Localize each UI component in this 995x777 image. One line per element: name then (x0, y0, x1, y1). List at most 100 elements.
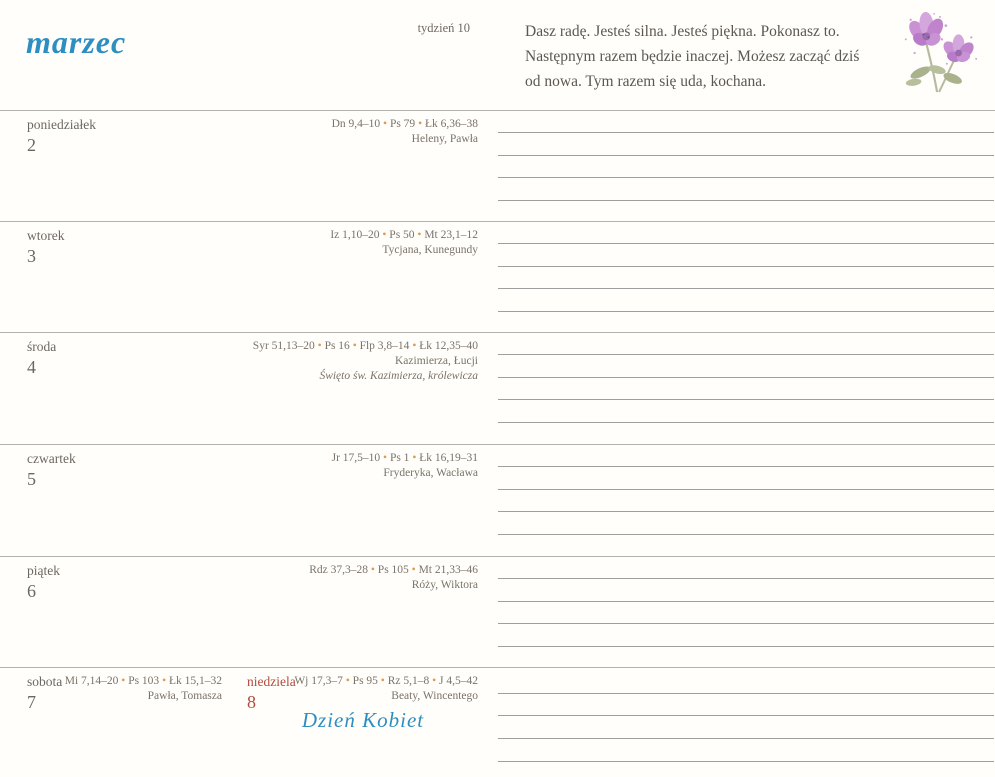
day-number: 8 (247, 692, 256, 712)
reading-separator-dot: • (412, 340, 417, 352)
reading-separator-dot: • (121, 675, 126, 687)
reading-separator-dot: • (432, 675, 437, 687)
day-header-sunday: niedziela 8 (247, 674, 296, 711)
reading-separator-dot: • (383, 118, 388, 130)
reading-separator-dot: • (412, 452, 417, 464)
day-row-tuesday: wtorek 3 Iz 1,10–20 • Ps 50 • Mt 23,1–12… (0, 221, 995, 332)
holiday-label: Dzień Kobiet (301, 708, 425, 732)
day-name: czwartek (27, 451, 76, 466)
reading-separator-dot: • (411, 564, 416, 576)
day-header: poniedziałek 2 (27, 117, 96, 154)
liturgical-readings: Syr 51,13–20 • Ps 16 • Flp 3,8–14 • Łk 1… (252, 340, 478, 352)
day-name: piątek (27, 563, 60, 578)
writing-line (498, 466, 994, 467)
writing-line (498, 715, 994, 716)
writing-line (498, 646, 994, 647)
writing-line (498, 738, 994, 739)
notes-area (498, 222, 994, 332)
writing-line (498, 422, 994, 423)
name-day-names: Heleny, Pawła (411, 133, 478, 145)
writing-line (498, 399, 994, 400)
day-row-wednesday: środa 4 Syr 51,13–20 • Ps 16 • Flp 3,8–1… (0, 332, 995, 444)
writing-line (498, 623, 994, 624)
liturgical-readings: Dn 9,4–10 • Ps 79 • Łk 6,36–38 (331, 118, 478, 130)
week-number-label: tydzień 10 (417, 21, 470, 35)
name-day-names: Fryderyka, Wacława (383, 467, 478, 479)
writing-line (498, 489, 994, 490)
day-number: 3 (27, 246, 36, 266)
day-header: czwartek 5 (27, 451, 76, 488)
name-day-names: Kazimierza, Łucji (394, 355, 478, 367)
day-number: 5 (27, 469, 36, 489)
notes-area (498, 668, 994, 777)
day-meta: Iz 1,10–20 • Ps 50 • Mt 23,1–12 Tycjana,… (330, 229, 478, 256)
day-meta: Jr 17,5–10 • Ps 1 • Łk 16,19–31 Fryderyk… (332, 452, 478, 479)
day-header-saturday: sobota 7 (27, 674, 62, 711)
liturgical-readings: Jr 17,5–10 • Ps 1 • Łk 16,19–31 (331, 452, 478, 464)
day-header: wtorek 3 (27, 228, 65, 265)
day-meta-saturday: Mi 7,14–20 • Ps 103 • Łk 15,1–32 Pawła, … (65, 675, 222, 702)
day-row-monday: poniedziałek 2 Dn 9,4–10 • Ps 79 • Łk 6,… (0, 110, 995, 221)
day-row-weekend: sobota 7 Mi 7,14–20 • Ps 103 • Łk 15,1–3… (0, 667, 995, 777)
motivational-quote: Dasz radę. Jesteś silna. Jesteś piękna. … (525, 23, 860, 90)
flower-illustration (904, 11, 978, 93)
day-name: niedziela (247, 674, 296, 689)
day-row-friday: piątek 6 Rdz 37,3–28 • Ps 105 • Mt 21,33… (0, 556, 995, 667)
day-number: 6 (27, 581, 36, 601)
writing-line (498, 177, 994, 178)
writing-line (498, 534, 994, 535)
day-number: 7 (27, 692, 36, 712)
name-day-names: Tycjana, Kunegundy (382, 244, 478, 256)
name-day-names: Pawła, Tomasza (147, 690, 222, 702)
notes-area (498, 557, 994, 667)
reading-separator-dot: • (370, 564, 375, 576)
day-number: 2 (27, 135, 36, 155)
writing-line (498, 266, 994, 267)
writing-line (498, 200, 994, 201)
reading-separator-dot: • (417, 229, 422, 241)
liturgical-readings: Iz 1,10–20 • Ps 50 • Mt 23,1–12 (330, 229, 478, 241)
liturgical-readings: Wj 17,3–7 • Ps 95 • Rz 5,1–8 • J 4,5–42 (294, 675, 478, 687)
day-meta: Rdz 37,3–28 • Ps 105 • Mt 21,33–46 Róży,… (309, 564, 478, 591)
reading-separator-dot: • (418, 118, 423, 130)
reading-separator-dot: • (162, 675, 167, 687)
notes-area (498, 445, 994, 556)
writing-line (498, 155, 994, 156)
liturgical-readings: Mi 7,14–20 • Ps 103 • Łk 15,1–32 (64, 675, 222, 687)
feast-note: Święto św. Kazimierza, królewicza (319, 370, 478, 382)
writing-line (498, 311, 994, 312)
writing-line (498, 578, 994, 579)
day-row-thursday: czwartek 5 Jr 17,5–10 • Ps 1 • Łk 16,19–… (0, 444, 995, 556)
reading-separator-dot: • (345, 675, 350, 687)
name-day-names: Beaty, Wincentego (391, 690, 478, 702)
day-name: środa (27, 339, 57, 354)
writing-line (498, 288, 994, 289)
reading-separator-dot: • (380, 675, 385, 687)
notes-area (498, 333, 994, 444)
notes-area (498, 111, 994, 221)
writing-line (498, 761, 994, 762)
day-header: piątek 6 (27, 563, 60, 600)
day-meta: Syr 51,13–20 • Ps 16 • Flp 3,8–14 • Łk 1… (253, 340, 478, 382)
writing-line (498, 243, 994, 244)
day-name: sobota (27, 674, 63, 689)
reading-separator-dot: • (317, 340, 322, 352)
day-meta-sunday: Wj 17,3–7 • Ps 95 • Rz 5,1–8 • J 4,5–42 … (294, 675, 478, 702)
day-number: 4 (27, 357, 36, 377)
day-name: poniedziałek (27, 117, 96, 132)
reading-separator-dot: • (352, 340, 357, 352)
writing-line (498, 693, 994, 694)
writing-line (498, 354, 994, 355)
day-name: wtorek (27, 228, 65, 243)
day-meta: Dn 9,4–10 • Ps 79 • Łk 6,36–38 Heleny, P… (332, 118, 478, 145)
writing-line (498, 377, 994, 378)
writing-line (498, 601, 994, 602)
day-header: środa 4 (27, 339, 56, 376)
month-title: marzec (26, 24, 127, 60)
writing-line (498, 511, 994, 512)
name-day-names: Róży, Wiktora (411, 579, 478, 591)
reading-separator-dot: • (382, 229, 387, 241)
liturgical-readings: Rdz 37,3–28 • Ps 105 • Mt 21,33–46 (309, 564, 478, 576)
writing-line (498, 132, 994, 133)
